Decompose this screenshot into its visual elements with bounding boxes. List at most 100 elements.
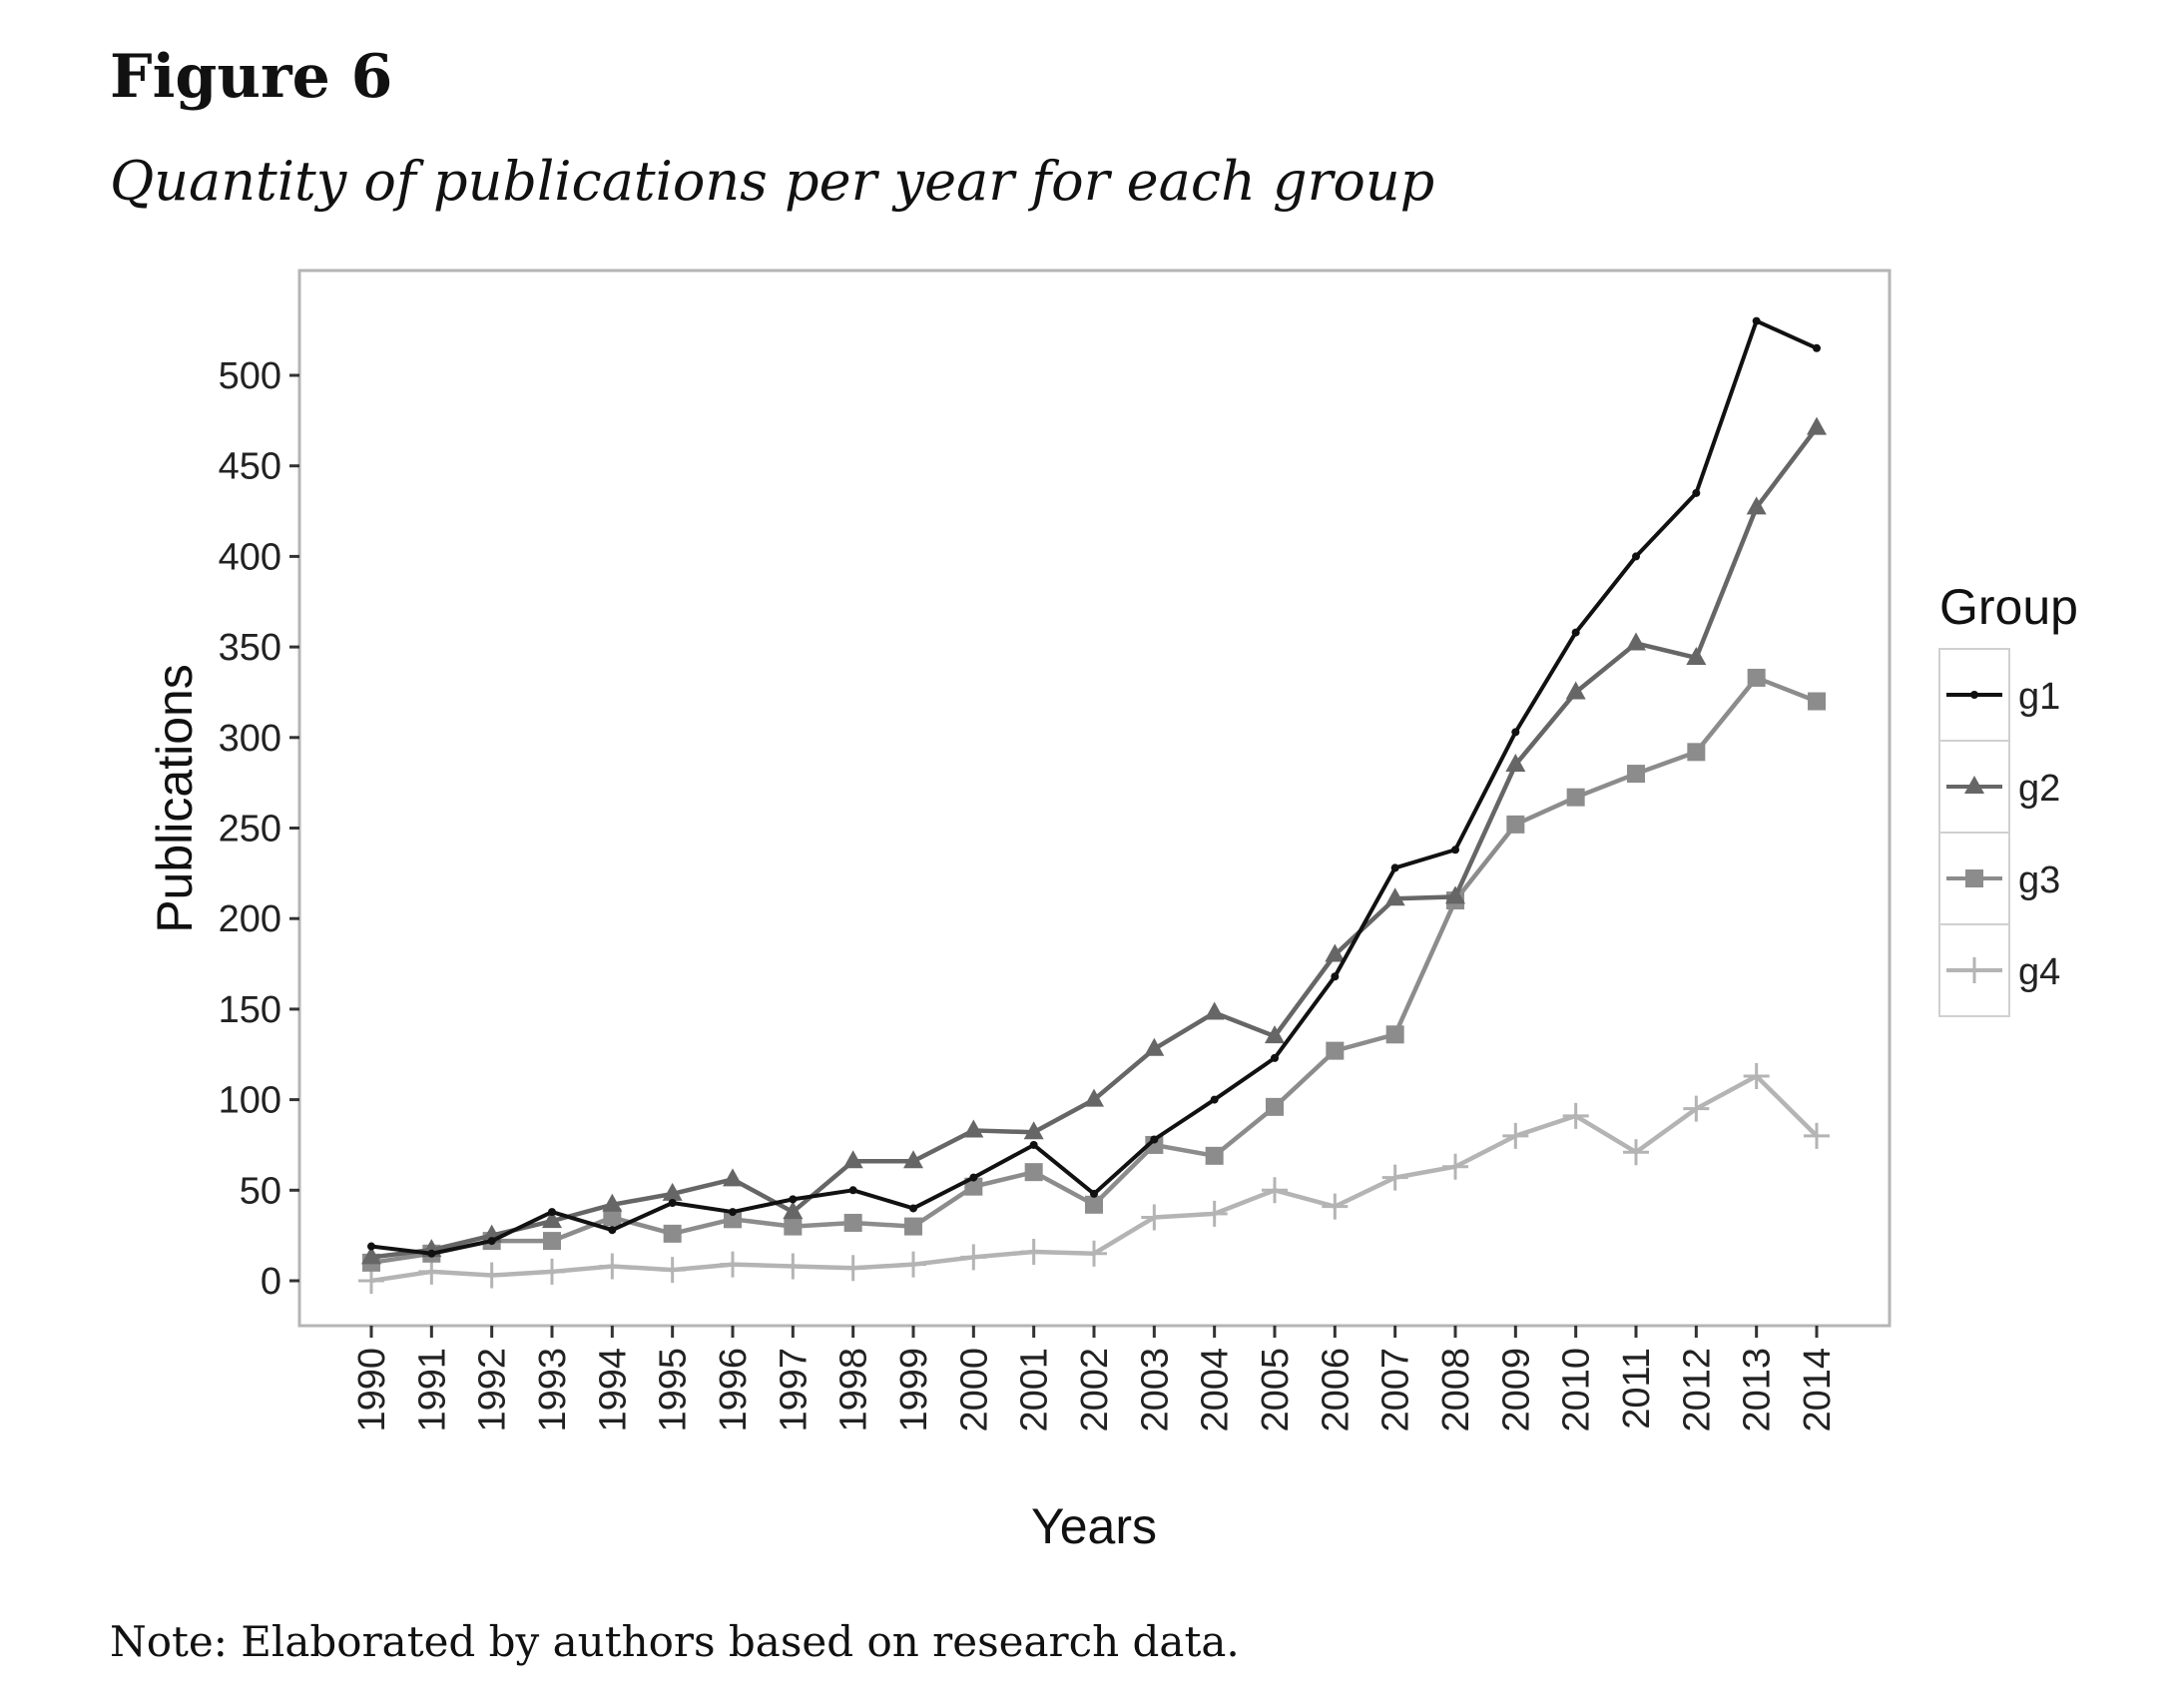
dot-marker	[1752, 316, 1761, 325]
figure-label: Figure 6	[110, 42, 393, 112]
square-marker	[1627, 765, 1645, 784]
plus-marker	[599, 1253, 626, 1280]
square-marker	[964, 1177, 983, 1196]
y-tick-label: 300	[219, 718, 281, 760]
figure-caption: Quantity of publications per year for ea…	[110, 150, 1435, 213]
x-tick-label: 2004	[1195, 1348, 1237, 1432]
dot-marker	[1451, 846, 1459, 854]
dot-marker	[668, 1198, 677, 1207]
square-marker	[543, 1232, 561, 1251]
triangle-marker	[1265, 1025, 1285, 1044]
dot-marker	[1090, 1189, 1098, 1198]
dot-marker	[789, 1195, 798, 1204]
plus-marker	[900, 1251, 926, 1278]
x-tick-label: 1991	[411, 1348, 453, 1432]
square-marker	[843, 1213, 862, 1232]
x-tick-label: 2006	[1315, 1348, 1357, 1432]
x-tick-label: 2002	[1074, 1348, 1116, 1432]
triangle-marker	[1686, 646, 1707, 665]
x-tick-label: 2014	[1797, 1348, 1839, 1432]
square-marker	[603, 1208, 622, 1227]
x-tick-label: 1998	[833, 1348, 875, 1432]
dot-marker	[1150, 1135, 1159, 1144]
square-marker	[1808, 692, 1826, 711]
dot-marker	[1970, 691, 1978, 699]
x-tick-label: 1999	[893, 1348, 935, 1432]
square-marker	[1085, 1195, 1103, 1214]
plus-marker	[659, 1257, 686, 1284]
dot-marker	[608, 1226, 617, 1235]
x-tick-label: 2001	[1014, 1348, 1056, 1432]
triangle-marker	[542, 1210, 562, 1229]
square-marker	[1747, 668, 1766, 687]
dot-marker	[1813, 343, 1821, 352]
legend-label-g2: g2	[2018, 768, 2060, 810]
x-tick-label: 2007	[1375, 1348, 1417, 1432]
x-tick-label: 1996	[713, 1348, 755, 1432]
plus-marker	[1262, 1177, 1288, 1204]
plot-panel	[297, 269, 1892, 1328]
square-marker	[663, 1224, 682, 1243]
dot-marker	[367, 1242, 375, 1251]
x-tick-label: 2003	[1134, 1348, 1176, 1432]
plus-marker	[1381, 1164, 1408, 1191]
triangle-marker	[1084, 1088, 1104, 1107]
triangle-marker	[783, 1201, 804, 1220]
legend-title: Group	[1939, 579, 2078, 635]
plus-marker	[1201, 1200, 1228, 1227]
series-g1	[367, 316, 1821, 1258]
y-tick-label: 450	[219, 446, 281, 488]
plus-marker	[1804, 1122, 1830, 1149]
square-marker	[904, 1217, 922, 1236]
y-tick-label: 500	[219, 355, 281, 397]
triangle-marker	[1565, 681, 1586, 700]
plus-marker	[1562, 1102, 1589, 1129]
legend-label-g1: g1	[2018, 676, 2060, 718]
square-marker	[1326, 1041, 1345, 1060]
x-tick-label: 2012	[1676, 1348, 1718, 1432]
triangle-marker	[1445, 885, 1465, 904]
plus-marker	[1961, 957, 1987, 983]
x-tick-label: 2005	[1255, 1348, 1297, 1432]
y-tick-label: 250	[219, 809, 281, 851]
y-tick-label: 0	[261, 1261, 281, 1303]
plus-marker	[1743, 1063, 1770, 1090]
plus-marker	[1322, 1193, 1349, 1220]
square-marker	[1506, 815, 1525, 834]
x-tick-label: 1990	[351, 1348, 393, 1432]
triangle-marker	[842, 1150, 863, 1169]
legend-label-g3: g3	[2018, 859, 2060, 901]
dot-marker	[1271, 1053, 1279, 1062]
y-tick-label: 400	[219, 536, 281, 578]
plus-marker	[1623, 1139, 1649, 1166]
triangle-marker	[1023, 1121, 1044, 1140]
x-tick-label: 1992	[472, 1348, 514, 1432]
square-marker	[784, 1217, 803, 1236]
plus-marker	[539, 1258, 565, 1285]
square-marker	[1205, 1146, 1224, 1165]
triangle-marker	[602, 1193, 623, 1212]
series-g2	[361, 416, 1827, 1265]
triangle-marker	[1204, 1001, 1225, 1020]
dot-marker	[1692, 488, 1701, 497]
x-axis-title: Years	[1031, 1498, 1157, 1554]
square-marker	[1266, 1097, 1284, 1116]
triangle-marker	[361, 1246, 381, 1265]
triangle-marker	[1384, 887, 1405, 906]
dot-marker	[1571, 628, 1580, 637]
x-tick-label: 2010	[1556, 1348, 1598, 1432]
square-marker	[724, 1210, 742, 1229]
plus-marker	[1081, 1240, 1107, 1267]
triangle-marker	[1964, 776, 1984, 794]
plus-marker	[1502, 1122, 1529, 1149]
dot-marker	[1210, 1095, 1219, 1104]
triangle-marker	[662, 1182, 683, 1201]
plus-marker	[1141, 1204, 1168, 1231]
square-marker	[1965, 869, 1983, 887]
square-marker	[1687, 743, 1706, 762]
dot-marker	[1511, 728, 1520, 737]
series-g4	[358, 1063, 1830, 1294]
legend-label-g4: g4	[2018, 951, 2060, 993]
y-tick-label: 100	[219, 1080, 281, 1122]
